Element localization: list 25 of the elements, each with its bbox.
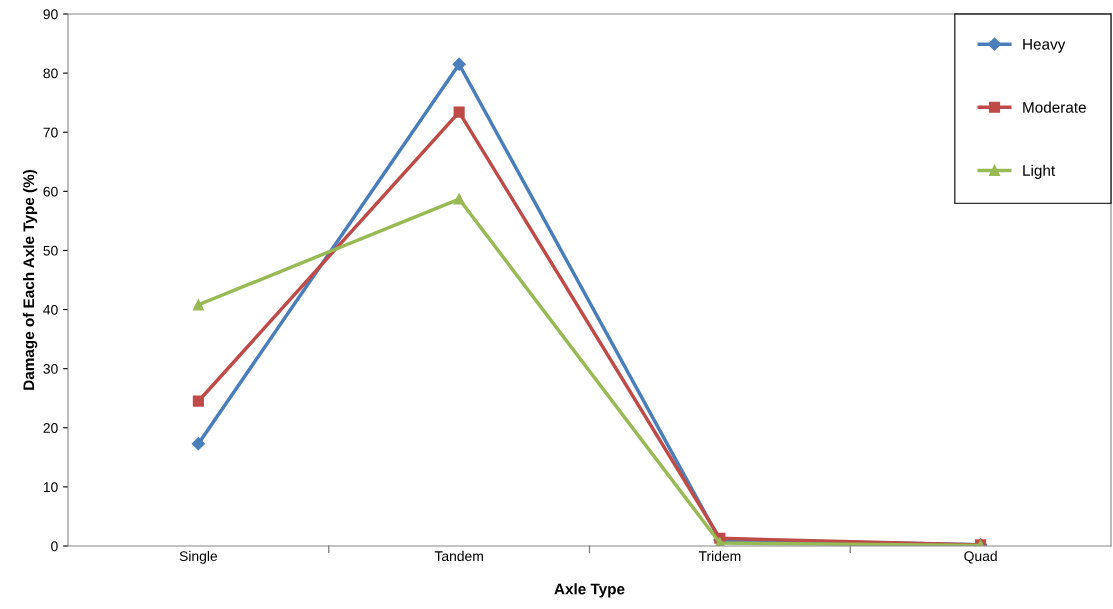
legend-label: Heavy bbox=[1023, 39, 1066, 53]
x-axis-title: Axle Type bbox=[554, 583, 625, 598]
point bbox=[192, 299, 204, 311]
point bbox=[192, 395, 204, 407]
point bbox=[453, 106, 465, 118]
y-tick-label: 40 bbox=[43, 304, 58, 315]
x-tick-label: Tandem bbox=[434, 550, 483, 562]
y-tick-label: 50 bbox=[43, 245, 58, 256]
x-tick-label: Quad bbox=[964, 550, 997, 564]
y-tick-label: 80 bbox=[43, 68, 58, 79]
x-tick-label: Single bbox=[179, 550, 218, 564]
y-tick-label: 30 bbox=[43, 364, 58, 374]
y-tick-label: 20 bbox=[43, 423, 58, 433]
y-tick-label: 90 bbox=[43, 9, 58, 20]
point bbox=[452, 57, 466, 71]
y-tick-label: 60 bbox=[43, 186, 58, 197]
x-tick-label: Tridem bbox=[698, 550, 741, 562]
legend-label: Light bbox=[1023, 164, 1056, 179]
point bbox=[453, 193, 465, 205]
y-axis-title: Damage of Each Axle Type (%) bbox=[22, 169, 38, 390]
y-tick-label: 10 bbox=[43, 482, 58, 493]
y-tick-label: 70 bbox=[43, 127, 58, 138]
legend-label: Moderate bbox=[1023, 101, 1086, 113]
point bbox=[191, 437, 205, 451]
y-tick-label: 0 bbox=[51, 541, 58, 552]
